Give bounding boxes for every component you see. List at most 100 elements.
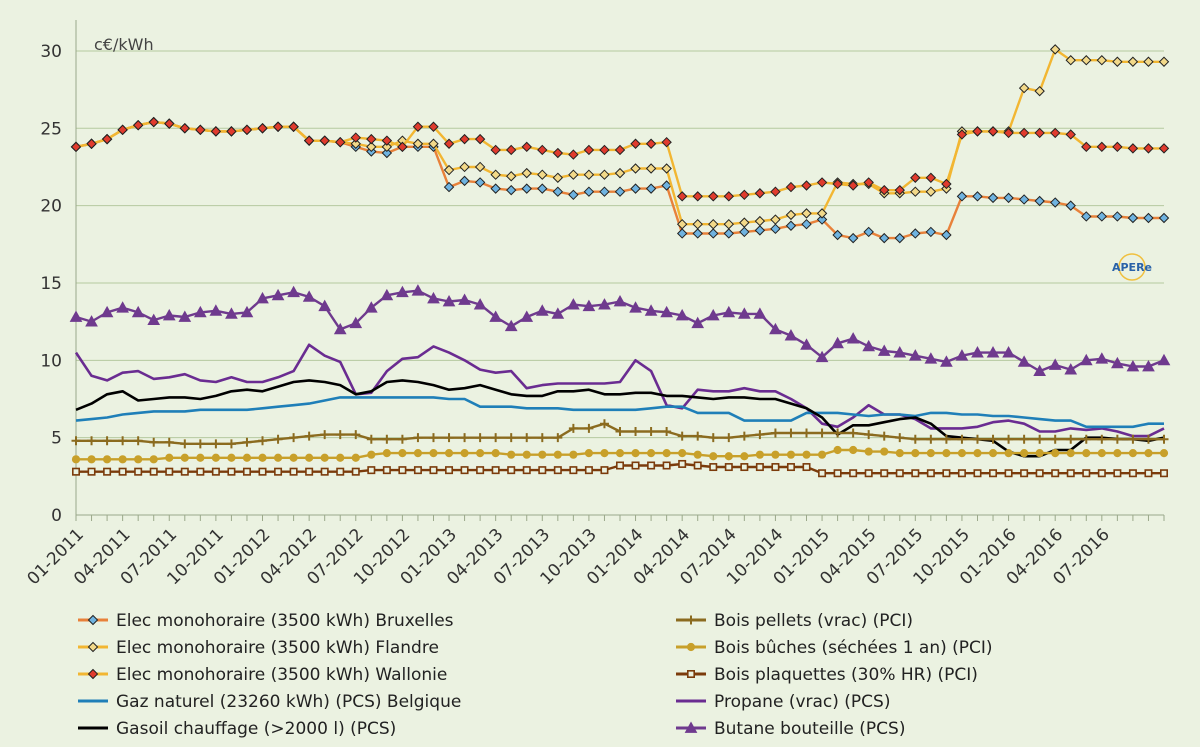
data-point	[800, 338, 813, 350]
data-point	[770, 428, 780, 438]
data-point	[567, 298, 580, 310]
data-point	[754, 215, 766, 227]
data-point	[926, 449, 935, 458]
data-point	[708, 191, 719, 202]
data-point	[507, 450, 516, 459]
data-point	[1018, 82, 1030, 94]
data-point	[460, 433, 470, 443]
data-point	[1144, 469, 1153, 478]
data-point	[862, 339, 876, 352]
data-point	[149, 437, 159, 447]
data-point	[1142, 359, 1155, 372]
data-point	[87, 467, 96, 476]
legend-item: Bois plaquettes (30% HR) (PCI)	[676, 665, 978, 685]
data-point	[490, 144, 501, 156]
data-point	[428, 121, 439, 132]
data-point	[737, 307, 751, 319]
data-point	[72, 467, 81, 476]
data-point	[318, 299, 332, 312]
data-point	[599, 169, 610, 180]
data-point	[754, 188, 766, 199]
data-point	[972, 434, 982, 444]
data-point	[320, 467, 329, 476]
series-0	[70, 116, 1170, 244]
data-point	[242, 467, 251, 476]
data-point	[894, 184, 905, 196]
data-point	[553, 433, 563, 443]
data-point	[178, 310, 192, 322]
data-point	[70, 141, 82, 153]
legend-item: Bois bûches (séchées 1 an) (PCI)	[676, 638, 993, 658]
data-point	[397, 434, 407, 444]
data-point	[1048, 358, 1062, 370]
data-point	[1049, 127, 1061, 139]
data-point	[785, 181, 797, 193]
data-point	[1020, 469, 1029, 478]
data-point	[631, 426, 641, 436]
legend-item: Gaz naturel (23260 kWh) (PCS) Belgique	[78, 692, 461, 712]
y-tick-label: 5	[51, 429, 62, 449]
legend-item: Gasoil chauffage (>2000 l) (PCS)	[78, 719, 396, 739]
data-point	[196, 467, 205, 476]
data-point	[864, 430, 874, 440]
data-point	[491, 449, 500, 458]
data-point	[941, 434, 951, 444]
data-point	[614, 167, 626, 179]
logo-text: APERe	[1112, 261, 1152, 274]
data-point	[1127, 143, 1139, 154]
data-point	[739, 431, 749, 441]
data-point	[771, 463, 780, 472]
data-point	[489, 310, 503, 322]
data-point	[833, 428, 843, 438]
data-point	[755, 450, 764, 459]
data-point	[893, 346, 907, 358]
data-point	[631, 461, 640, 470]
data-point	[987, 126, 999, 137]
data-point	[693, 461, 702, 470]
data-point	[256, 291, 269, 304]
data-point	[1034, 127, 1045, 139]
data-point	[614, 144, 626, 156]
series-line	[75, 120, 1164, 198]
legend-swatch-marker	[87, 614, 99, 626]
data-point	[769, 322, 782, 335]
data-point	[1143, 143, 1154, 154]
data-point	[786, 463, 795, 472]
data-point	[427, 291, 440, 304]
data-point	[1066, 434, 1076, 444]
data-point	[786, 428, 796, 438]
data-point	[398, 466, 407, 475]
data-point	[600, 449, 609, 458]
data-point	[630, 138, 641, 149]
data-point	[147, 313, 161, 325]
series-8	[74, 343, 1165, 438]
data-point	[941, 178, 952, 190]
data-point	[225, 307, 238, 319]
data-point	[241, 124, 253, 136]
data-point	[443, 164, 455, 176]
series-7	[72, 459, 1169, 478]
data-point	[801, 180, 812, 191]
data-point	[521, 183, 532, 194]
data-point	[753, 307, 767, 319]
x-tick-labels: 01-201104-201107-201110-201101-201204-20…	[24, 525, 1114, 589]
data-point	[755, 463, 764, 472]
data-point	[476, 466, 485, 475]
data-point	[941, 229, 952, 241]
series-line	[75, 396, 1164, 429]
data-point	[786, 450, 796, 459]
data-point	[708, 228, 719, 239]
data-point	[491, 433, 501, 443]
data-point	[134, 467, 143, 476]
data-point	[894, 232, 905, 244]
data-point	[1004, 469, 1013, 478]
data-point	[351, 430, 361, 440]
legend-label: Gaz naturel (23260 kWh) (PCS) Belgique	[116, 692, 461, 712]
series-6	[71, 445, 1169, 464]
data-point	[351, 467, 360, 476]
data-point	[645, 138, 657, 149]
data-point	[724, 463, 733, 472]
data-point	[582, 299, 596, 312]
data-point	[350, 132, 361, 143]
